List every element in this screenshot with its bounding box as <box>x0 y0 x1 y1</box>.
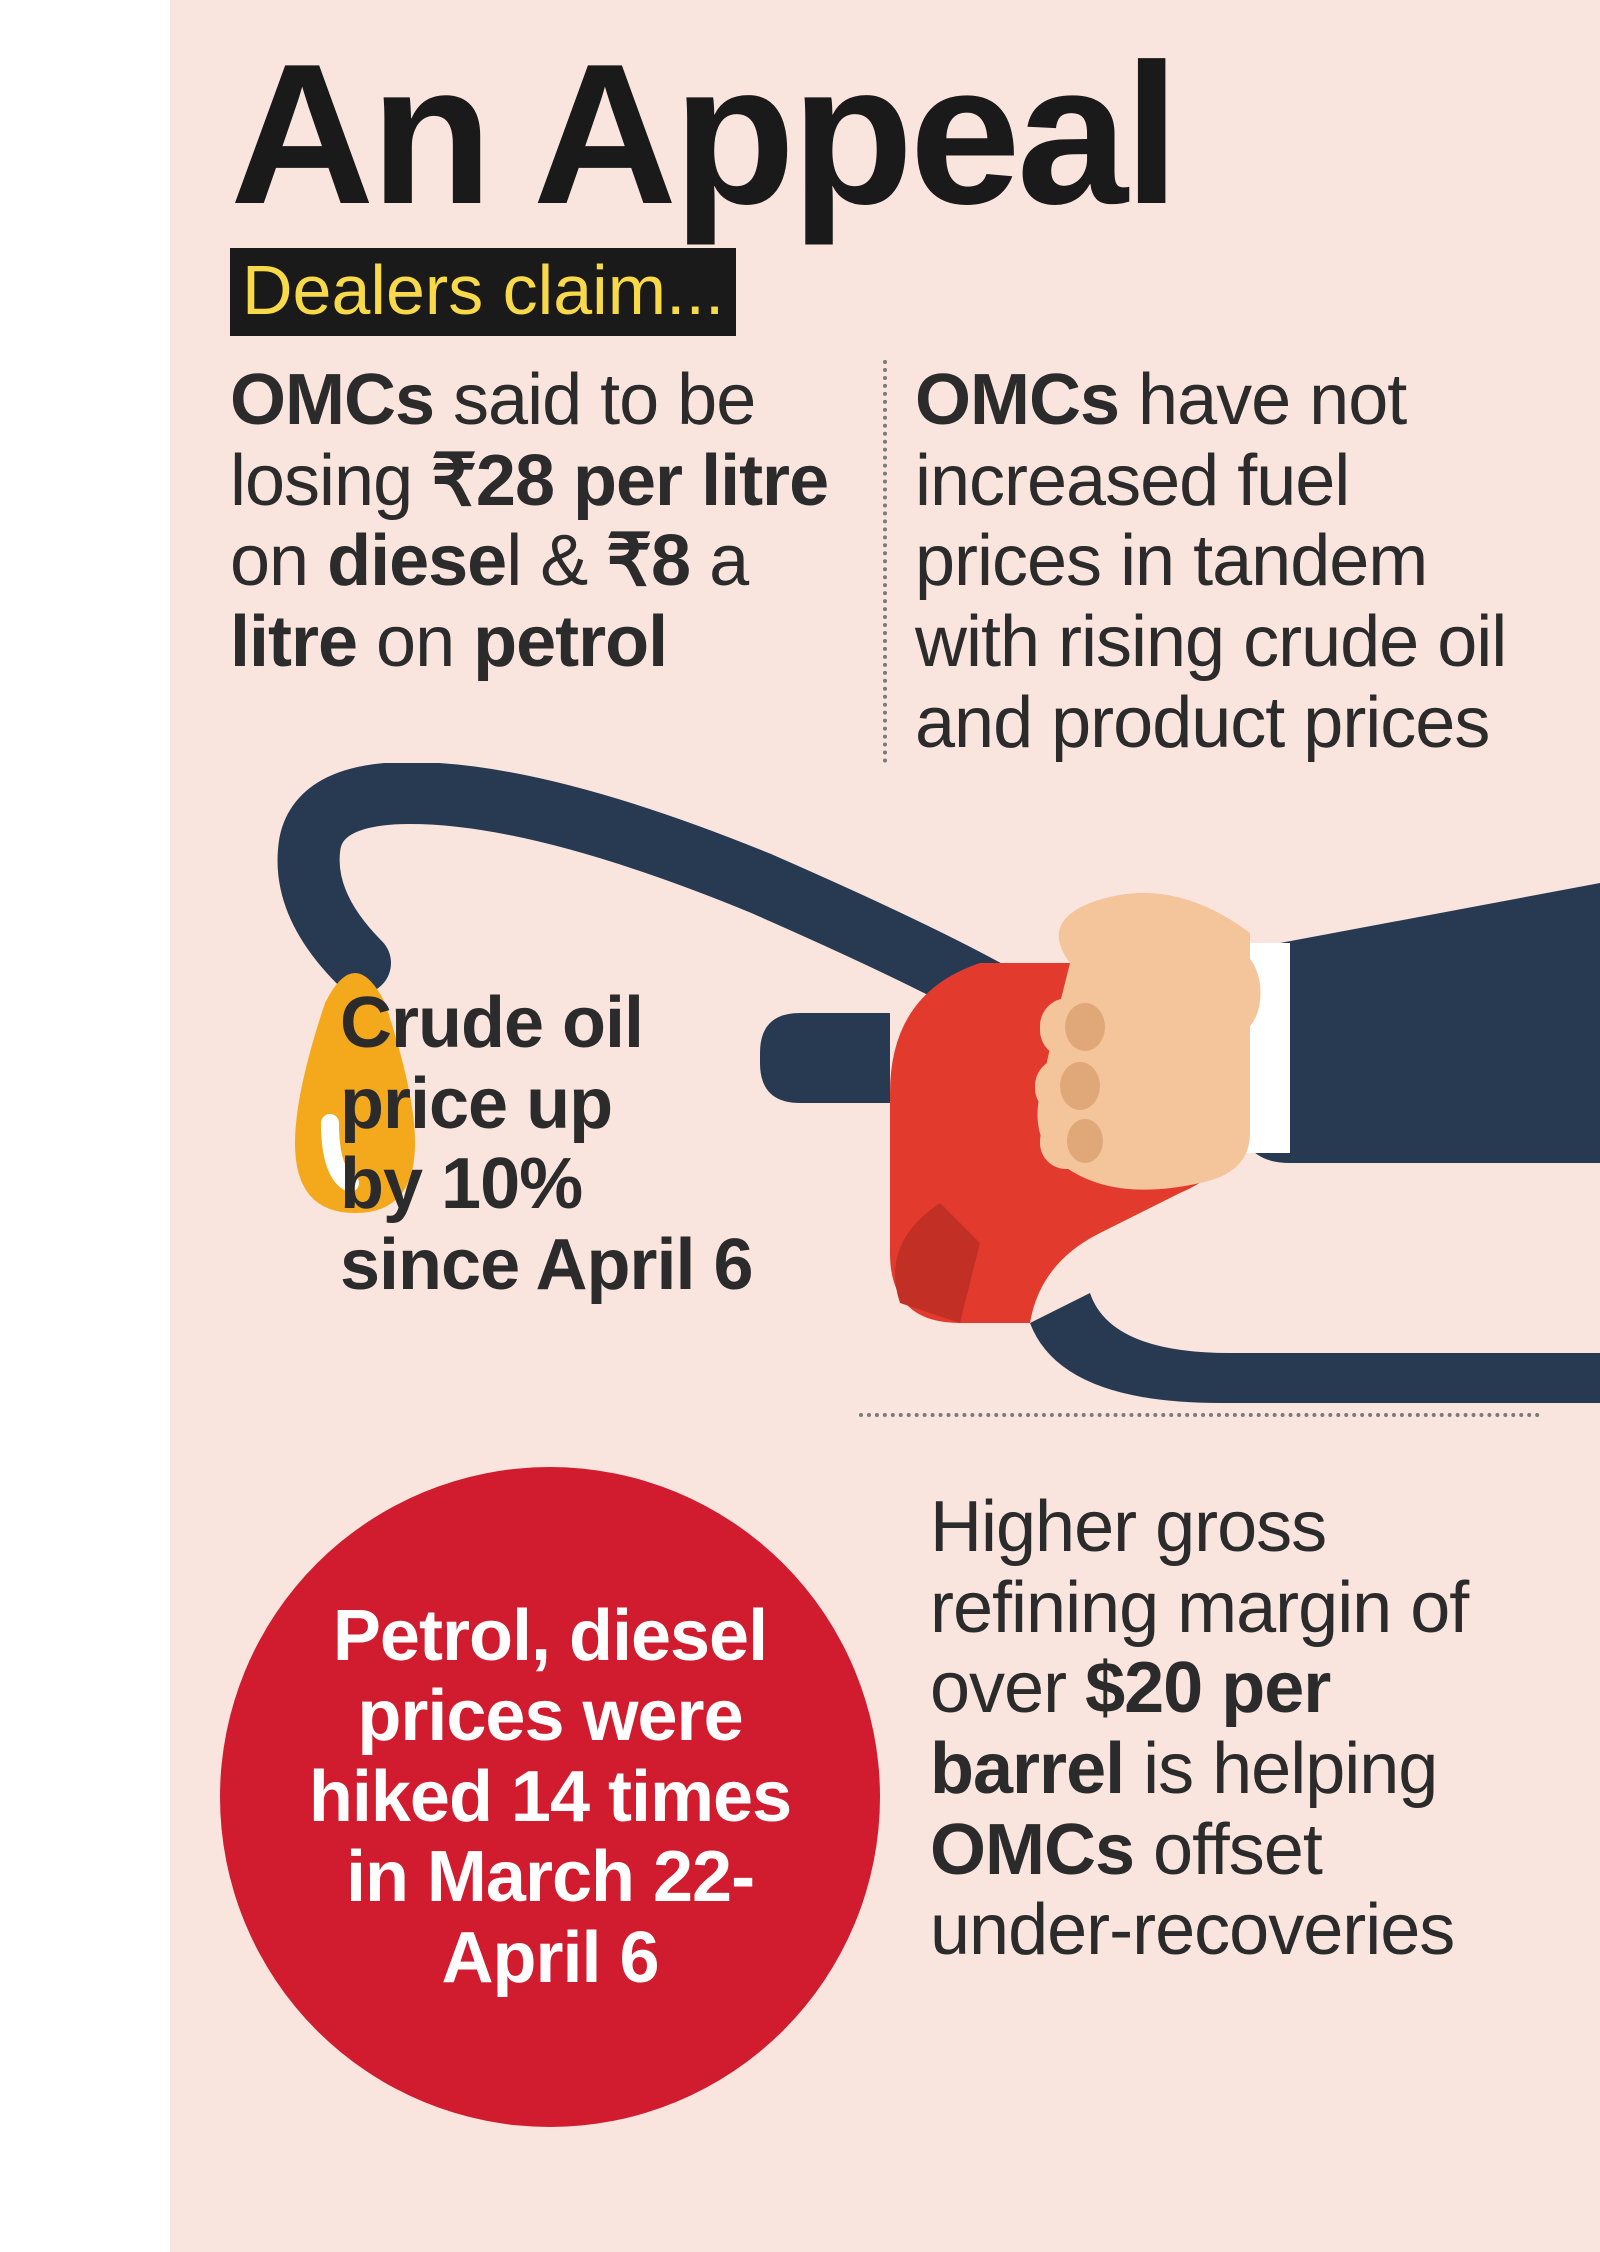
two-column-claims: OMCs said to be losing ₹28 per litre on … <box>230 360 1540 763</box>
left-margin <box>0 0 170 2252</box>
bottom-row: Petrol, diesel prices were hiked 14 time… <box>230 1457 1540 2137</box>
claim-right: OMCs have not increased fuel prices in t… <box>887 360 1540 763</box>
page-title: An Appeal <box>230 40 1540 230</box>
infographic-wrap: An Appeal Dealers claim... OMCs said to … <box>0 0 1600 2252</box>
subhead-bar: Dealers claim... <box>230 248 736 336</box>
dotted-divider <box>859 1413 1540 1417</box>
claim-left: OMCs said to be losing ₹28 per litre on … <box>230 360 887 763</box>
illustration-zone: Crude oilprice upby 10%since April 6 <box>230 773 1540 1413</box>
refining-margin-text: Higher gross refining margin of over $20… <box>930 1487 1540 1971</box>
price-hike-circle: Petrol, diesel prices were hiked 14 time… <box>220 1467 880 2127</box>
infographic-panel: An Appeal Dealers claim... OMCs said to … <box>170 0 1600 2252</box>
crude-oil-stat: Crude oilprice upby 10%since April 6 <box>340 983 753 1306</box>
